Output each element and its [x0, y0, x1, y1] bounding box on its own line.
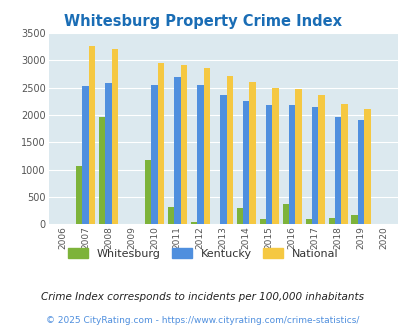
Bar — [174, 77, 180, 224]
Bar — [226, 76, 232, 224]
Bar — [151, 85, 157, 224]
Legend: Whitesburg, Kentucky, National: Whitesburg, Kentucky, National — [63, 244, 342, 263]
Bar — [282, 205, 288, 224]
Bar — [357, 120, 363, 224]
Bar — [98, 117, 105, 224]
Bar — [180, 65, 187, 224]
Bar — [88, 46, 95, 224]
Bar — [111, 49, 118, 224]
Bar — [82, 86, 88, 224]
Bar — [288, 105, 295, 224]
Bar — [363, 109, 370, 224]
Bar — [236, 208, 243, 224]
Bar — [249, 82, 255, 224]
Bar — [328, 218, 334, 224]
Text: Whitesburg Property Crime Index: Whitesburg Property Crime Index — [64, 14, 341, 29]
Bar — [190, 222, 197, 224]
Bar — [197, 85, 203, 224]
Bar — [105, 83, 111, 224]
Bar — [311, 107, 318, 224]
Bar — [76, 166, 82, 224]
Bar — [144, 160, 151, 224]
Bar — [318, 95, 324, 224]
Bar — [334, 117, 341, 224]
Bar — [265, 105, 272, 224]
Bar — [295, 89, 301, 224]
Bar — [351, 215, 357, 224]
Bar — [305, 219, 311, 224]
Text: © 2025 CityRating.com - https://www.cityrating.com/crime-statistics/: © 2025 CityRating.com - https://www.city… — [46, 315, 359, 325]
Text: Crime Index corresponds to incidents per 100,000 inhabitants: Crime Index corresponds to incidents per… — [41, 292, 364, 302]
Bar — [272, 88, 278, 224]
Bar — [167, 207, 174, 224]
Bar — [220, 95, 226, 224]
Bar — [243, 101, 249, 224]
Bar — [259, 219, 265, 224]
Bar — [203, 68, 209, 224]
Bar — [157, 63, 164, 224]
Bar — [341, 104, 347, 224]
